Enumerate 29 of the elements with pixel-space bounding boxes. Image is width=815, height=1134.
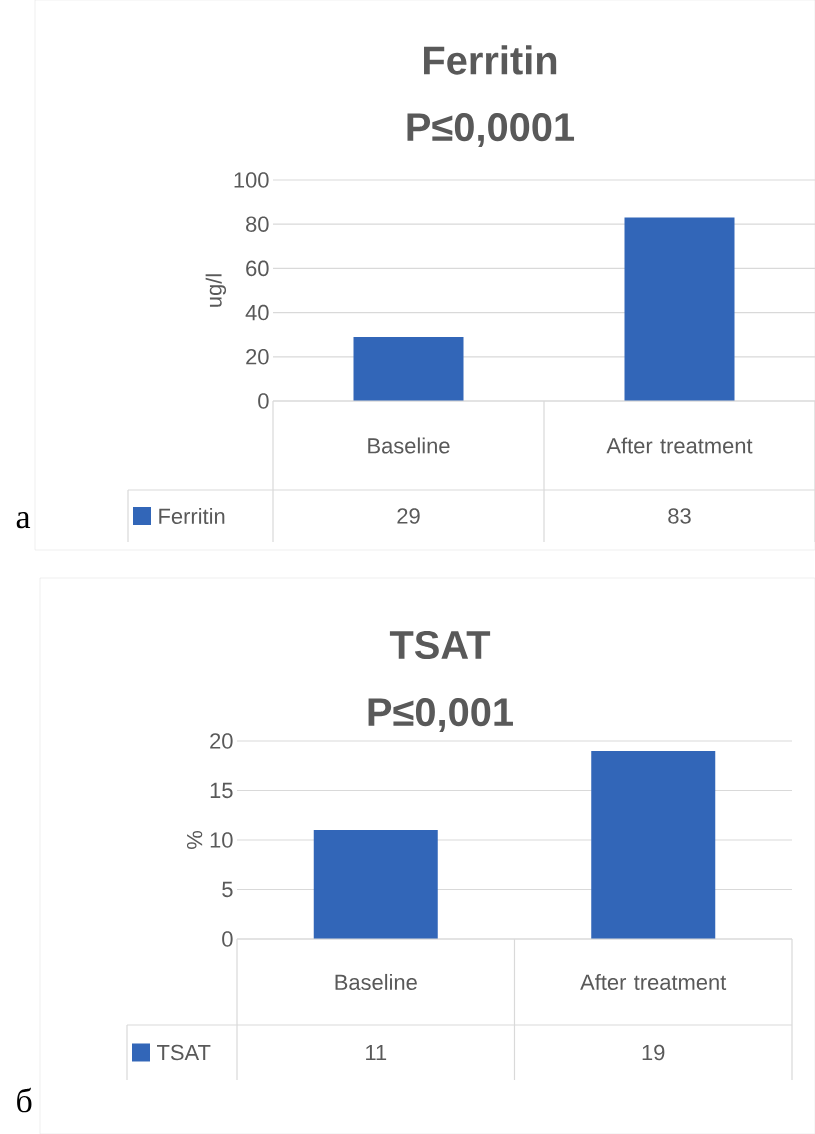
chart-subtitle: P≤0,0001 xyxy=(407,113,575,147)
y-tick-label: 10 xyxy=(210,832,233,848)
y-axis-title: ug/l xyxy=(205,274,227,307)
data-label: 11 xyxy=(366,1044,387,1061)
data-label: 83 xyxy=(668,508,691,524)
chart-title: TSAT xyxy=(389,630,491,660)
y-tick-label: 100 xyxy=(234,172,269,188)
legend-label: TSAT xyxy=(157,1044,211,1061)
data-label: 19 xyxy=(642,1044,665,1061)
text: а xyxy=(16,512,31,529)
x-tick-label: After treatment xyxy=(606,437,753,454)
y-axis-title: % xyxy=(186,831,203,849)
y-tick-label: 20 xyxy=(246,349,269,365)
x-tick-label: After treatment xyxy=(580,973,727,991)
legend-label: Ferritin xyxy=(159,507,225,525)
y-tick-label: 80 xyxy=(246,216,269,232)
data-label: 29 xyxy=(397,508,420,524)
chart-subtitle: P≤0,001 xyxy=(368,697,513,732)
y-tick-label: 20 xyxy=(210,733,233,749)
x-tick-label: Baseline xyxy=(335,973,417,991)
y-tick-label: 0 xyxy=(222,931,233,947)
y-tick-label: 40 xyxy=(245,304,269,321)
chart-title: Ferritin xyxy=(424,45,557,75)
y-tick-label: 60 xyxy=(246,260,269,277)
x-tick-label: Baseline xyxy=(368,437,450,454)
text: б xyxy=(17,1087,32,1113)
y-tick-label: 0 xyxy=(258,393,269,409)
y-tick-label: 5 xyxy=(222,881,233,898)
y-tick-label: 15 xyxy=(210,782,233,799)
